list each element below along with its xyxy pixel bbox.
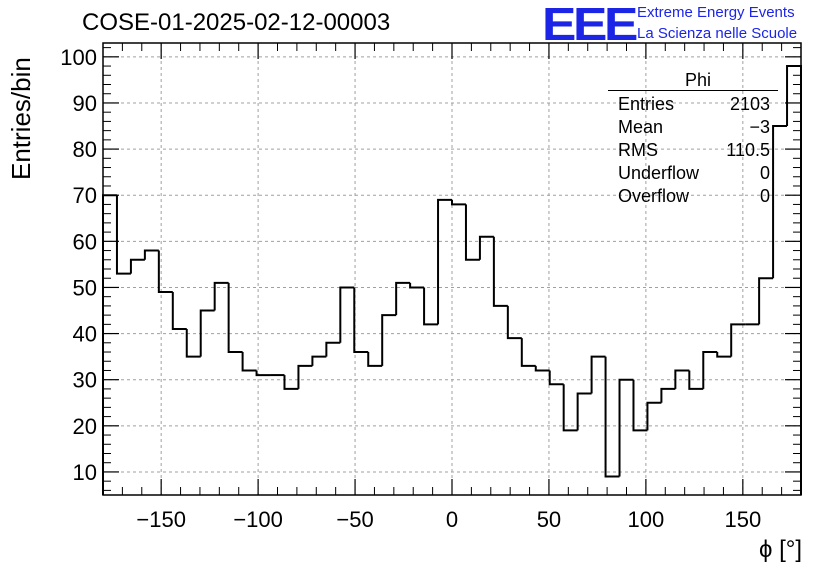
logo-subtitle-2: La Scienza nelle Scuole (637, 25, 798, 42)
y-tick-label: 50 (73, 275, 97, 300)
stats-label: Entries (618, 94, 675, 114)
histogram-bin (646, 401, 662, 431)
histogram-bin (423, 287, 439, 326)
y-tick-label: 100 (60, 45, 97, 70)
histogram-bin (576, 392, 592, 431)
y-tick-label: 10 (73, 460, 97, 485)
histogram-bin (143, 249, 159, 260)
histogram-bin (451, 199, 466, 206)
histogram-bin (227, 282, 243, 354)
histogram-bin (255, 370, 271, 377)
stats-label: Overflow (618, 186, 690, 206)
y-tick-label: 20 (73, 414, 97, 439)
y-tick-label: 30 (73, 368, 97, 393)
histogram-bin (520, 338, 536, 367)
histogram-bin (548, 370, 564, 386)
histogram-bin (339, 286, 355, 343)
histogram-bin (171, 292, 187, 330)
histogram-bin (590, 355, 606, 394)
stats-value: 2103 (729, 94, 770, 114)
histogram-bin (115, 195, 131, 275)
histogram-bin (562, 384, 578, 432)
stats-row-entries: Entries 2103 (608, 93, 778, 116)
chart-title: COSE-01-2025-02-12-00003 (82, 9, 391, 36)
x-tick-label: 0 (446, 507, 458, 532)
histogram-bin (688, 370, 704, 390)
histogram-bin (199, 309, 215, 357)
histogram-bin (660, 387, 676, 403)
stats-value: 0 (759, 163, 770, 183)
stats-box-title: Phi (608, 70, 778, 91)
histogram-bin (381, 314, 397, 366)
x-axis-label: ϕ [°] (758, 536, 802, 563)
x-axis-ticks: −150 −100 −50 0 50 100 150 (136, 43, 761, 532)
histogram-bin (241, 352, 257, 372)
y-tick-label: 70 (73, 183, 97, 208)
histogram-bin (618, 378, 634, 477)
stats-label: Underflow (618, 163, 700, 183)
y-tick-label: 90 (73, 91, 97, 116)
histogram-bin (534, 365, 550, 372)
grid-lines (103, 43, 801, 495)
histogram-bin (604, 356, 620, 478)
histogram-bin (464, 204, 480, 261)
histogram-bin (716, 352, 732, 358)
histogram-bin (283, 375, 299, 390)
histogram-bin (157, 250, 173, 294)
x-tick-label: 100 (628, 507, 665, 532)
stats-row-rms: RMS 110.5 (608, 139, 778, 162)
histogram-bin (758, 277, 774, 325)
histogram-bin (129, 258, 145, 274)
stats-label: Mean (618, 117, 664, 137)
y-tick-label: 60 (73, 229, 97, 254)
histogram-bin (409, 282, 425, 289)
histogram-bin (297, 364, 313, 389)
stats-label: RMS (618, 140, 658, 160)
x-tick-label: −150 (136, 507, 186, 532)
y-tick-label: 80 (73, 137, 97, 162)
histogram-bin (102, 194, 117, 495)
logo-subtitle-1: Extreme Energy Events (637, 4, 795, 21)
eee-logo: EEE (542, 0, 638, 50)
histogram-bin (437, 198, 452, 325)
stats-value: 110.5 (726, 140, 770, 160)
histogram-bin (353, 287, 369, 354)
x-tick-label: −50 (336, 507, 373, 532)
histogram-bin (325, 341, 341, 357)
stats-row-mean: Mean −3 (608, 116, 778, 139)
x-tick-label: 50 (537, 507, 561, 532)
histogram-bin (367, 352, 383, 367)
histogram-bin (702, 351, 718, 389)
stats-row-overflow: Overflow 0 (608, 185, 778, 208)
histogram-bin (506, 305, 522, 340)
histogram-bin (311, 355, 327, 366)
y-axis-ticks: 10 20 30 40 50 60 70 80 90 100 (60, 45, 801, 485)
x-tick-label: −100 (233, 507, 283, 532)
y-tick-label: 40 (73, 322, 97, 347)
x-tick-label: 150 (724, 507, 761, 532)
stats-value: 0 (759, 186, 770, 206)
histogram-bin (772, 125, 788, 279)
stats-value: −3 (749, 117, 770, 137)
histogram-bin (185, 328, 201, 358)
histogram-bin (395, 281, 411, 316)
histogram-bin (674, 369, 690, 389)
y-axis-label: Entries/bin (6, 57, 36, 180)
stats-box: Phi Entries 2103 Mean −3 RMS 110.5 Under… (608, 70, 778, 208)
stats-row-underflow: Underflow 0 (608, 162, 778, 185)
histogram-bin (730, 323, 746, 357)
histogram-bin (213, 281, 229, 311)
histogram-bin (478, 235, 494, 260)
histogram-bin (492, 236, 508, 307)
histogram-bin (632, 379, 648, 432)
